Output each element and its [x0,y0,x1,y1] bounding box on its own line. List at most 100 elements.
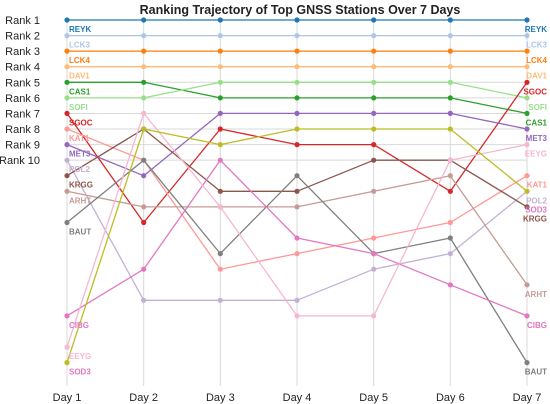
end-label-dav1: DAV1 [526,72,547,81]
start-label-lck4: LCK4 [69,56,90,65]
point-lck3 [524,33,530,39]
point-met3 [217,110,223,116]
end-label-sofi: SOFI [528,103,547,112]
point-reyk [141,17,147,23]
start-label-sod3: SOD3 [69,368,91,377]
point-lck3 [141,33,147,39]
start-label-met3: MET3 [69,150,91,159]
point-eeyg [64,344,70,350]
y-tick-label: Rank 8 [5,124,40,136]
point-sod3 [447,126,453,132]
point-krgg [294,188,300,194]
point-pol2 [371,266,377,272]
end-label-cibg: CIBG [527,321,547,330]
point-kat1 [294,251,300,257]
point-sgoc [294,142,300,148]
point-cibg [447,282,453,288]
point-pol2 [294,297,300,303]
point-sgoc [141,219,147,226]
point-eeyg [371,313,377,319]
start-label-kat1: KAT1 [69,134,90,143]
point-baut [447,235,453,241]
point-lck3 [447,33,453,39]
point-sofi [447,79,453,85]
point-arht [294,204,300,210]
point-lck4 [524,48,530,54]
point-met3 [294,110,300,116]
point-baut [64,219,70,226]
y-tick-label: Rank 10 [0,155,40,167]
x-tick-label: Day 2 [129,392,158,404]
point-sofi [217,79,223,85]
point-sod3 [294,126,300,132]
end-label-arht: ARHT [525,290,547,299]
grid-layer [66,18,528,386]
point-arht [447,173,453,179]
point-arht [371,188,377,194]
point-lck3 [294,33,300,39]
end-label-met3: MET3 [526,134,548,143]
point-sgoc [217,126,223,132]
point-sofi [371,79,377,85]
labels-layer: REYK LCK3 LCK4 DAV1 CAS1 SOFI SGOC KAT1 MET3 POL2… [69,25,548,377]
point-baut [141,157,147,163]
x-tick-label: Day 1 [53,392,82,404]
point-sod3 [217,142,223,148]
point-met3 [524,126,530,132]
point-kat1 [64,126,70,132]
point-lck4 [447,48,453,54]
point-reyk [447,17,453,23]
point-arht [524,282,530,288]
end-label-sod3: SOD3 [525,205,547,214]
point-cibg [141,266,147,272]
point-arht [141,204,147,210]
point-eeyg [524,142,530,148]
point-sgoc [447,188,453,194]
point-sofi [141,95,147,101]
point-cas1 [64,79,70,85]
end-label-sgoc: SGOC [523,87,547,96]
point-eeyg [447,157,453,163]
point-arht [64,188,70,194]
end-label-krgg: KRGG [523,214,547,223]
point-sgoc [524,79,530,85]
start-label-arht: ARHT [69,196,91,205]
point-sod3 [141,126,147,132]
point-sofi [294,79,300,85]
point-met3 [447,110,453,116]
point-sgoc [371,142,377,148]
point-dav1 [524,64,530,70]
x-tick-label: Day 6 [436,392,465,404]
point-eeyg [217,204,223,210]
point-baut [217,251,223,257]
point-lck4 [64,48,70,54]
point-kat1 [371,235,377,241]
point-cibg [294,235,300,241]
start-label-cas1: CAS1 [69,87,91,96]
point-cas1 [524,110,530,116]
point-sod3 [371,126,377,132]
y-tick-label: Rank 1 [5,15,40,27]
x-tick-label: Day 3 [206,392,235,404]
point-cibg [371,251,377,257]
point-reyk [524,17,530,23]
points-layer [64,17,530,366]
point-eeyg [294,313,300,319]
end-label-reyk: REYK [525,25,547,34]
y-tick-label: Rank 6 [5,93,40,105]
point-kat1 [524,173,530,179]
point-sofi [524,95,530,101]
point-dav1 [64,64,70,70]
point-sod3 [524,188,530,194]
point-cas1 [217,95,223,101]
start-label-reyk: REYK [69,25,91,34]
x-tick-label: Day 7 [513,392,542,404]
point-reyk [217,17,223,23]
y-tick-label: Rank 9 [5,140,40,152]
point-dav1 [217,64,223,70]
y-tick-label: Rank 4 [5,62,40,74]
start-label-dav1: DAV1 [69,72,90,81]
point-lck4 [141,48,147,54]
point-dav1 [294,64,300,70]
point-baut [524,360,530,366]
